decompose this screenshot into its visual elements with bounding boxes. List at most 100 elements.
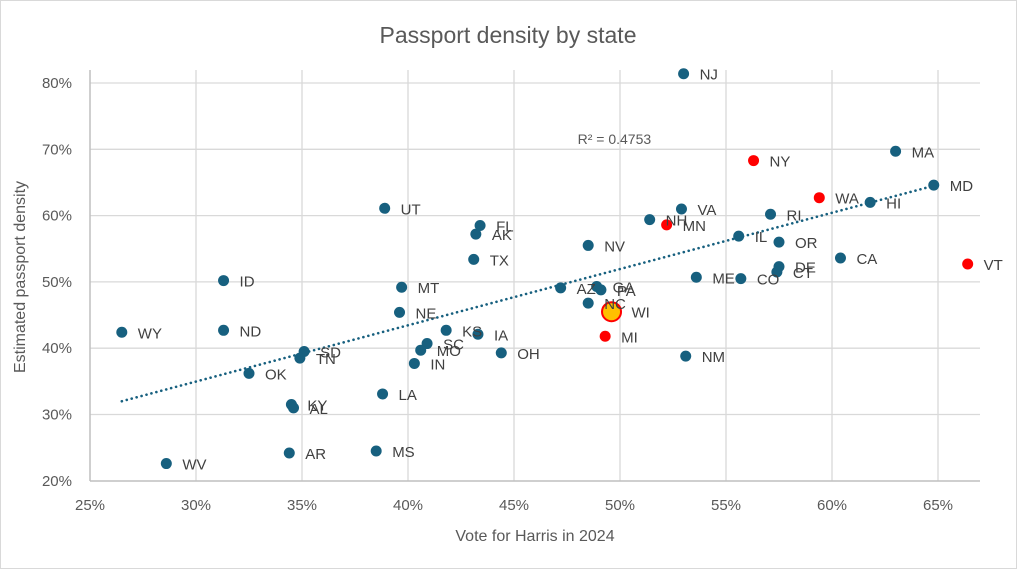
data-label-ma: MA — [912, 144, 935, 161]
x-axis-ticks: 25% 30% 35% 40% 45% 50% 55% 60% 65% — [75, 497, 953, 514]
y-tick-label: 40% — [42, 340, 72, 357]
data-label-ak: AK — [492, 227, 512, 244]
y-tick-label: 80% — [42, 75, 72, 92]
data-label-pa: PA — [617, 283, 636, 300]
data-point-oh — [495, 347, 507, 359]
data-point-ut — [379, 202, 391, 214]
data-point-wi — [601, 301, 623, 323]
axes — [89, 70, 980, 482]
y-axis-title: Estimated passport density — [12, 181, 29, 373]
y-axis-ticks: 20% 30% 40% 50% 60% 70% 80% — [42, 75, 72, 490]
data-point-ri — [765, 208, 777, 220]
data-point-tn — [294, 352, 306, 364]
data-points — [116, 68, 974, 470]
data-label-in: IN — [430, 356, 445, 373]
r-squared-label: R² = 0.4753 — [578, 131, 652, 147]
data-label-wi: WI — [632, 305, 650, 322]
data-point-md — [928, 179, 940, 191]
data-label-wa: WA — [835, 191, 859, 208]
x-tick-label: 45% — [499, 497, 529, 514]
data-label-ia: IA — [494, 327, 508, 344]
data-point-fl — [474, 220, 486, 232]
data-label-nv: NV — [604, 238, 625, 255]
data-point-mo — [415, 344, 427, 356]
data-label-mt: MT — [418, 280, 440, 297]
trendline — [120, 184, 936, 403]
data-point-mi — [599, 330, 611, 342]
data-label-co: CO — [757, 272, 780, 289]
data-label-fl: FL — [496, 219, 514, 236]
x-tick-label: 50% — [605, 497, 635, 514]
data-point-nj — [678, 68, 690, 80]
data-label-ca: CA — [856, 251, 877, 268]
data-label-az: AZ — [577, 281, 596, 298]
data-label-ut: UT — [401, 201, 421, 218]
data-label-ri: RI — [787, 207, 802, 224]
data-point-ia — [472, 328, 484, 340]
data-label-wv: WV — [182, 457, 206, 474]
data-point-vt — [962, 258, 974, 270]
data-point-ok — [243, 367, 255, 379]
data-label-hi: HI — [886, 195, 901, 212]
x-tick-label: 65% — [923, 497, 953, 514]
data-point-ak — [470, 228, 482, 240]
data-point-ny — [748, 155, 760, 167]
data-point-nh — [644, 214, 656, 226]
x-tick-label: 40% — [393, 497, 423, 514]
data-label-nm: NM — [702, 349, 725, 366]
data-label-vt: VT — [984, 257, 1003, 274]
data-label-ms: MS — [392, 444, 415, 461]
y-tick-label: 20% — [42, 473, 72, 490]
data-point-nv — [582, 239, 594, 251]
data-label-id: ID — [240, 274, 255, 291]
data-point-id — [218, 275, 230, 287]
x-tick-label: 55% — [711, 497, 741, 514]
data-point-ne — [394, 306, 406, 318]
data-point-in — [408, 357, 420, 369]
data-point-co — [735, 273, 747, 285]
data-label-mo: MO — [437, 343, 461, 360]
data-point-nd — [218, 324, 230, 336]
data-point-ma — [890, 145, 902, 157]
data-point-ks — [440, 324, 452, 336]
data-point-hi — [864, 196, 876, 208]
data-label-ar: AR — [305, 446, 326, 463]
data-label-ct: CT — [793, 265, 813, 282]
data-label-de: DE — [795, 260, 816, 277]
data-label-nc: NC — [604, 296, 626, 313]
data-label-md: MD — [950, 178, 973, 195]
data-point-az — [555, 282, 567, 294]
data-point-ct — [771, 266, 783, 278]
data-label-ga: GA — [613, 280, 635, 297]
x-tick-label: 25% — [75, 497, 105, 514]
data-point-la — [377, 388, 389, 400]
data-label-or: OR — [795, 235, 818, 252]
data-label-il: IL — [755, 229, 768, 246]
data-label-al: AL — [310, 401, 328, 418]
data-label-nd: ND — [240, 323, 262, 340]
y-tick-label: 50% — [42, 274, 72, 291]
data-label-tx: TX — [490, 252, 509, 269]
data-label-nh: NH — [666, 213, 688, 230]
data-label-oh: OH — [517, 346, 540, 363]
data-label-nj: NJ — [700, 67, 718, 84]
x-axis-title: Vote for Harris in 2024 — [455, 528, 614, 545]
data-label-tn: TN — [316, 351, 336, 368]
data-point-mn — [661, 219, 673, 231]
data-point-il — [733, 230, 745, 242]
data-label-sd: SD — [320, 345, 341, 362]
x-tick-label: 35% — [287, 497, 317, 514]
data-point-ms — [370, 445, 382, 457]
y-tick-label: 30% — [42, 407, 72, 424]
data-point-or — [773, 236, 785, 248]
data-label-ny: NY — [770, 154, 791, 171]
data-label-me: ME — [712, 270, 735, 287]
data-point-me — [690, 271, 702, 283]
data-point-va — [675, 203, 687, 215]
y-tick-label: 60% — [42, 208, 72, 225]
data-label-ky: KY — [307, 398, 327, 415]
trendline-line — [120, 184, 936, 403]
